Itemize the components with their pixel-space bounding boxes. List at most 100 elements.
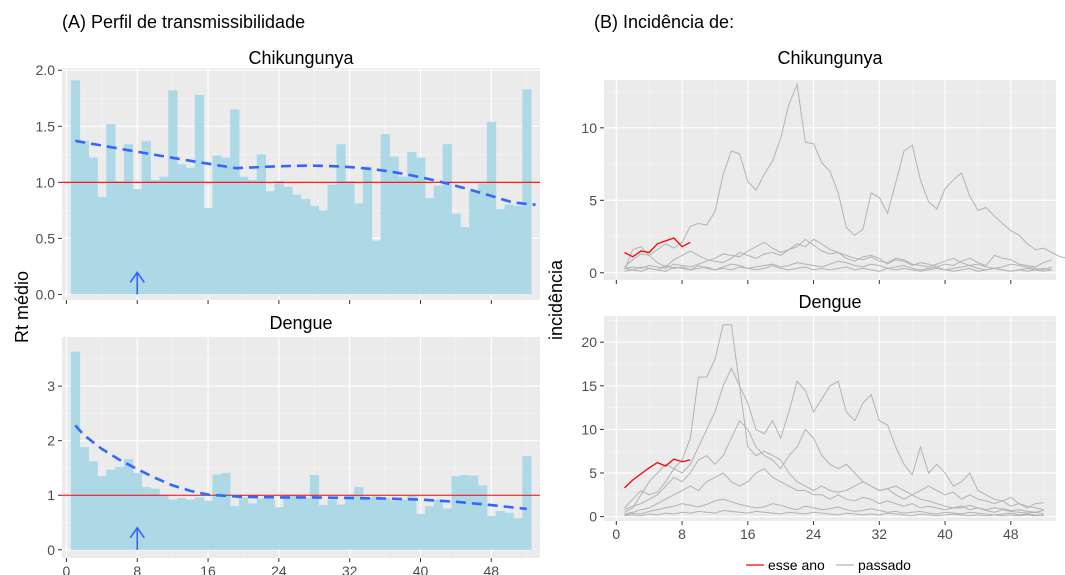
bar	[283, 495, 293, 550]
bar	[478, 183, 488, 295]
bar	[495, 511, 505, 550]
bar	[239, 497, 249, 550]
bar	[194, 94, 205, 295]
y-tick-label: 10	[581, 120, 597, 136]
y-tick-label: 0.0	[36, 286, 56, 302]
panel-2: Chikungunya 0 5 10	[581, 48, 1065, 284]
bar	[469, 475, 479, 550]
x-tick-label: 0	[612, 526, 620, 542]
bar	[336, 144, 346, 295]
series-line-passado	[624, 82, 1065, 268]
bar	[274, 507, 284, 550]
bar	[522, 455, 532, 550]
y-axis-label-incidencia: incidência	[546, 259, 566, 340]
bar	[327, 184, 337, 295]
bar	[318, 210, 328, 295]
bar	[150, 488, 160, 550]
bar	[522, 89, 532, 295]
panel-1: Dengue 0 1 2 3 0 8 16 24 32 40 48	[47, 313, 541, 575]
bar	[380, 134, 390, 295]
bar	[185, 167, 196, 295]
y-tick-label: 0	[47, 542, 55, 558]
bar	[354, 203, 364, 295]
bar	[424, 506, 435, 550]
bar	[177, 164, 187, 295]
bar	[371, 496, 382, 550]
x-tick-label: 40	[413, 563, 429, 575]
bar	[486, 515, 497, 550]
bar	[451, 476, 461, 550]
bar	[221, 472, 231, 550]
bar	[247, 180, 258, 295]
x-tick-label: 48	[1003, 526, 1019, 542]
bar	[88, 157, 98, 295]
bar	[371, 240, 382, 295]
bar	[345, 495, 355, 550]
bar	[398, 499, 408, 550]
bar	[460, 475, 470, 550]
bar	[185, 499, 196, 550]
bar	[389, 500, 399, 550]
bar	[469, 191, 479, 295]
bar	[70, 80, 81, 295]
trend-line	[74, 424, 527, 511]
bar	[265, 499, 275, 550]
bar	[442, 144, 452, 295]
x-tick-label: 32	[342, 563, 358, 575]
x-tick-label: 24	[806, 526, 822, 542]
bar	[513, 205, 523, 295]
y-tick-label: 0	[589, 509, 597, 525]
bar	[239, 176, 249, 295]
legend-label-esse-ano: esse ano	[768, 557, 825, 573]
bar	[274, 181, 284, 295]
y-tick-label: 0.5	[36, 230, 56, 246]
bar	[159, 495, 169, 550]
bar	[433, 185, 444, 295]
bar	[504, 204, 514, 295]
y-tick-label: 2.0	[36, 62, 56, 78]
bar	[362, 497, 373, 550]
panel-a-label: (A) Perfil de transmissibilidade	[62, 12, 305, 32]
bar	[513, 518, 523, 550]
bar	[168, 90, 178, 295]
bar	[345, 181, 355, 295]
bar	[132, 189, 143, 295]
bar	[292, 194, 302, 295]
bar	[486, 121, 497, 295]
panel-3: Dengue 0 5 10 15 20 0 8 16 24 32 40 48	[581, 292, 1056, 542]
bar	[141, 140, 151, 295]
x-tick-label: 48	[484, 563, 500, 575]
y-tick-label: 2	[47, 433, 55, 449]
facet-title: Chikungunya	[248, 48, 354, 68]
panel-b-label: (B) Incidência de:	[594, 12, 734, 32]
panel-background	[604, 80, 1056, 280]
bar	[203, 208, 213, 295]
y-tick-label: 5	[589, 192, 597, 208]
bar	[451, 213, 461, 295]
y-tick-label: 5	[589, 465, 597, 481]
bar	[407, 152, 417, 295]
facet-title: Dengue	[269, 313, 332, 333]
y-tick-label: 3	[47, 378, 55, 394]
series-line-passado	[624, 468, 1044, 515]
bar	[504, 512, 514, 550]
bar	[362, 166, 373, 295]
bar	[115, 181, 125, 295]
bar	[194, 497, 205, 550]
bar	[88, 461, 98, 550]
x-tick-label: 40	[937, 526, 953, 542]
bar	[70, 351, 81, 550]
x-tick-label: 16	[200, 563, 216, 575]
bar	[168, 499, 178, 550]
series-line-passado	[624, 238, 1053, 271]
arrow-head	[129, 271, 145, 283]
bar	[301, 199, 311, 295]
x-tick-label: 24	[271, 563, 287, 575]
y-tick-label: 15	[581, 378, 597, 394]
bar	[203, 500, 213, 550]
x-tick-label: 0	[63, 563, 71, 575]
bar	[478, 485, 488, 550]
bar	[301, 497, 311, 550]
bar	[265, 191, 275, 295]
